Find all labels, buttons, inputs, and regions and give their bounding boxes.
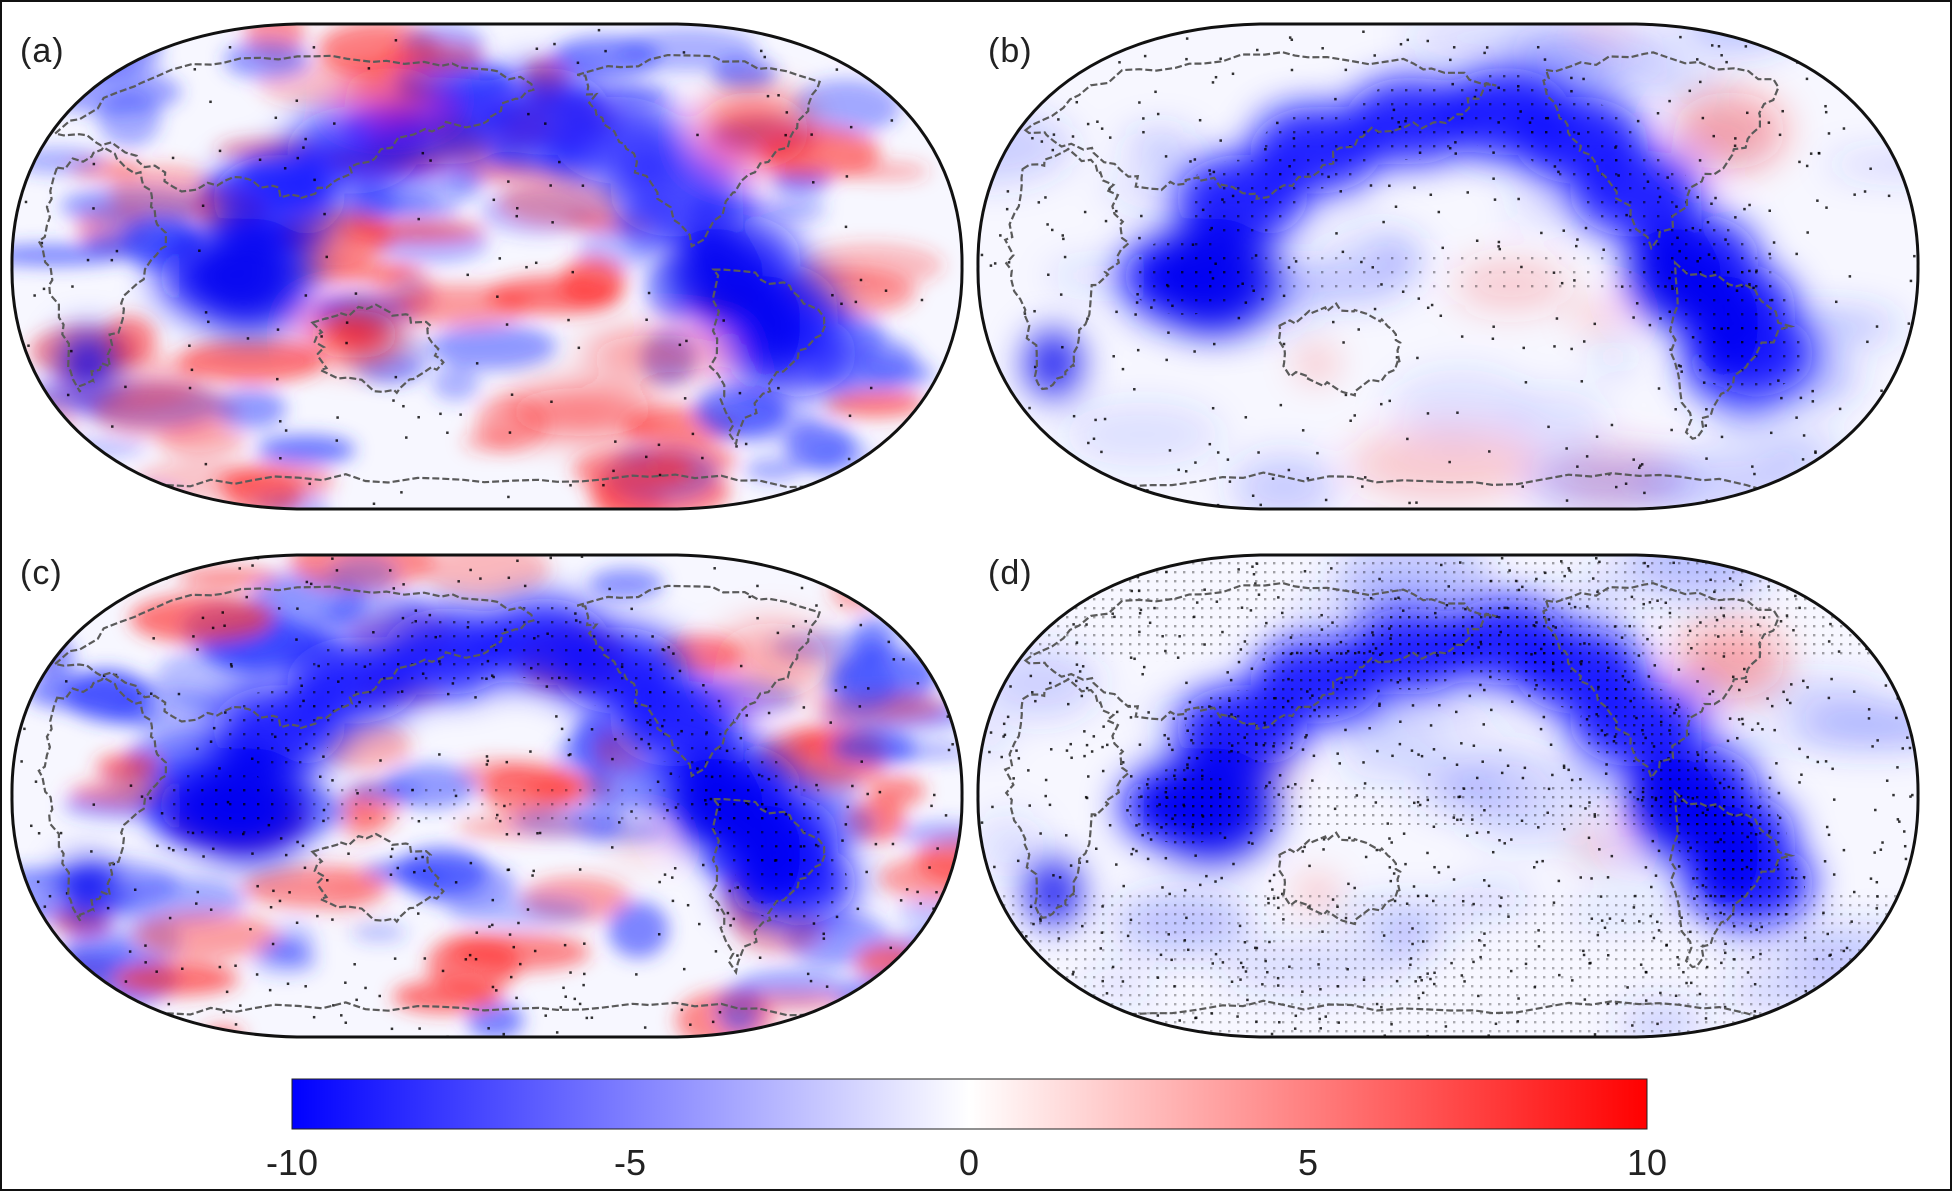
coastlines-d [1003, 581, 1796, 1020]
map-outline-d [976, 553, 1920, 1039]
colorbar-tick-label: -10 [265, 1142, 319, 1183]
coastlines-b [1003, 51, 1796, 491]
map-panel-a [10, 22, 964, 511]
panel-label-d: (d) [988, 554, 1033, 592]
colorbar-tick-label: 0 [958, 1142, 980, 1183]
map-panel-d [976, 553, 1920, 1039]
field-c [11, 555, 963, 1037]
coastlines-a [37, 53, 829, 493]
map-panel-c [10, 553, 964, 1039]
colorbar-frame [291, 1078, 1648, 1130]
panel-label-a: (a) [20, 32, 65, 70]
colorbar-tick-label: -5 [613, 1142, 647, 1183]
colorbar-tick-label: 5 [1297, 1142, 1319, 1183]
colorbar [292, 1079, 1647, 1129]
panel-label-b: (b) [988, 32, 1033, 70]
map-outline-c [10, 553, 964, 1039]
field-b [977, 24, 1919, 509]
colorbar-tick-label: 10 [1626, 1142, 1668, 1183]
map-panel-b [976, 22, 1920, 511]
map-outline-a [10, 22, 964, 511]
map-outline-b [976, 22, 1920, 511]
panel-label-c: (c) [20, 554, 63, 592]
field-d [977, 555, 1919, 1037]
coastlines-c [37, 584, 829, 1021]
field-a [11, 24, 963, 509]
